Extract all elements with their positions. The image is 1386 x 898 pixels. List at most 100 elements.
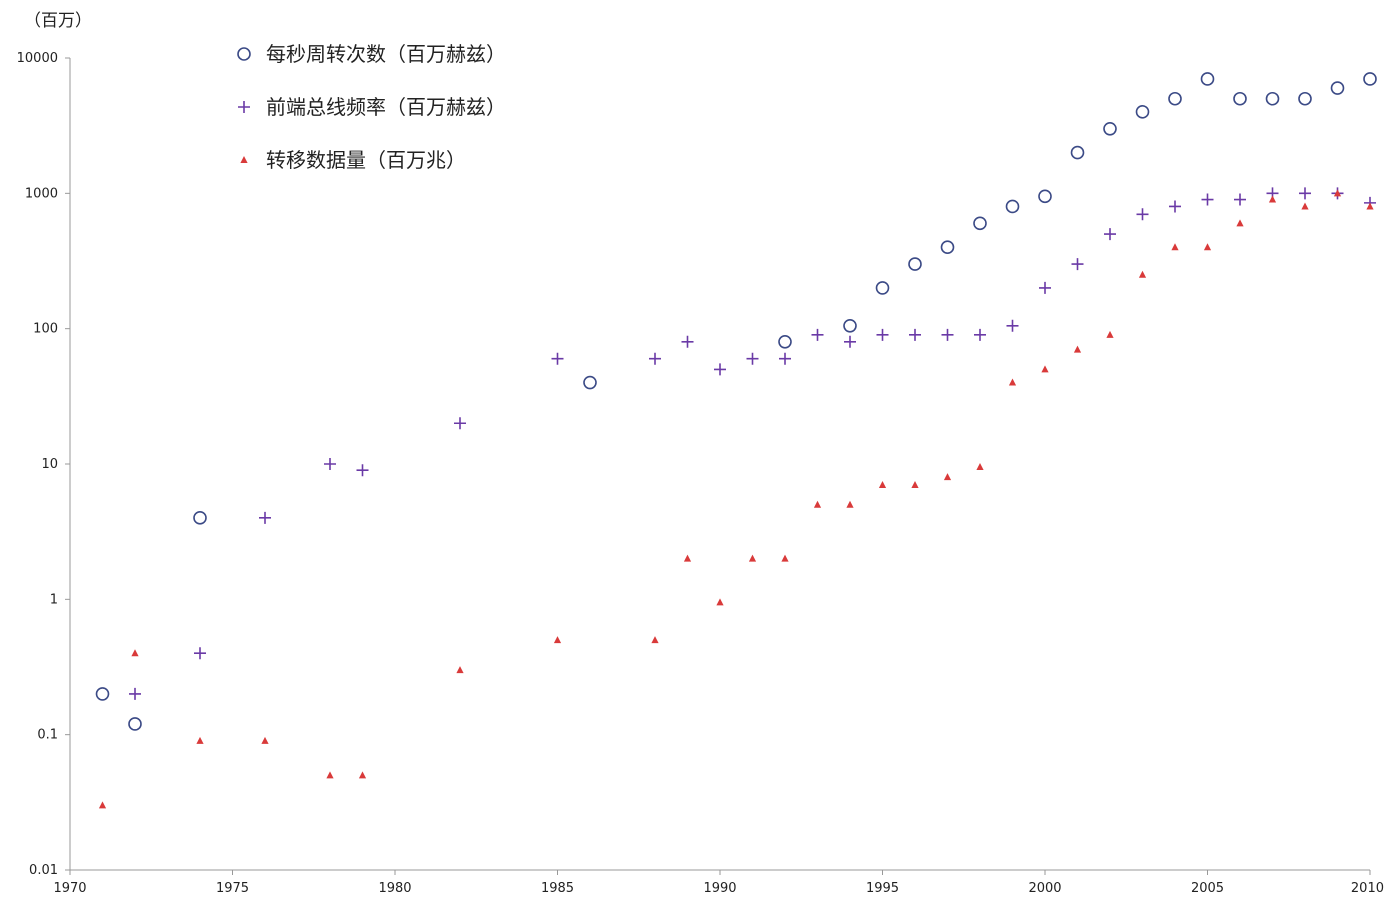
data-point-triangle bbox=[1268, 195, 1277, 203]
data-point-plus bbox=[454, 417, 466, 430]
data-point-triangle bbox=[976, 463, 984, 471]
data-point-triangle bbox=[1203, 243, 1212, 251]
data-point-plus bbox=[129, 687, 141, 700]
data-point-circle bbox=[1200, 72, 1215, 86]
data-points bbox=[95, 72, 1377, 809]
data-point-triangle bbox=[1138, 270, 1147, 278]
data-point-circle bbox=[193, 511, 207, 525]
x-tick-label: 1975 bbox=[216, 881, 249, 896]
data-point-plus bbox=[811, 328, 824, 341]
data-point-triangle bbox=[196, 736, 204, 744]
x-tick-label: 1980 bbox=[378, 881, 411, 896]
data-point-triangle bbox=[651, 636, 659, 644]
data-point-triangle bbox=[1106, 330, 1114, 338]
data-point-plus bbox=[1104, 228, 1116, 241]
y-tick-label: 10000 bbox=[17, 51, 58, 66]
data-point-plus bbox=[551, 352, 564, 365]
data-point-triangle bbox=[553, 636, 562, 644]
data-point-circle bbox=[1005, 199, 1020, 214]
legend-marker-circle bbox=[237, 47, 251, 61]
data-point-triangle bbox=[683, 554, 692, 562]
data-point-plus bbox=[1299, 187, 1311, 200]
data-point-plus bbox=[779, 352, 791, 365]
data-point-plus bbox=[1136, 208, 1149, 221]
data-point-plus bbox=[1071, 258, 1084, 271]
data-point-circle bbox=[875, 281, 890, 295]
data-point-plus bbox=[324, 458, 336, 470]
data-point-triangle bbox=[98, 801, 107, 809]
data-point-plus bbox=[1169, 200, 1181, 213]
data-point-triangle bbox=[1366, 202, 1374, 210]
data-point-triangle bbox=[1333, 189, 1342, 197]
data-point-circle bbox=[973, 216, 987, 231]
legend-label: 每秒周转次数（百万赫兹） bbox=[266, 42, 506, 66]
data-point-triangle bbox=[878, 480, 887, 488]
data-point-triangle bbox=[716, 598, 724, 606]
data-point-circle bbox=[1363, 72, 1377, 86]
data-point-plus bbox=[876, 328, 889, 341]
data-point-plus bbox=[649, 352, 661, 365]
data-point-circle bbox=[583, 375, 597, 390]
data-point-circle bbox=[1298, 91, 1312, 106]
y-tick-label: 10 bbox=[41, 457, 58, 472]
data-point-triangle bbox=[911, 480, 919, 488]
data-point-circle bbox=[95, 687, 110, 701]
data-point-circle bbox=[1070, 145, 1085, 160]
data-point-triangle bbox=[1008, 378, 1017, 386]
data-point-triangle bbox=[1236, 219, 1244, 227]
data-point-triangle bbox=[748, 554, 757, 562]
data-point-triangle bbox=[358, 771, 367, 779]
legend-marker-triangle bbox=[240, 156, 248, 163]
data-point-plus bbox=[844, 335, 856, 348]
legend-label: 转移数据量（百万兆） bbox=[266, 148, 466, 172]
data-point-plus bbox=[1201, 193, 1214, 206]
data-point-plus bbox=[746, 352, 759, 365]
data-point-plus bbox=[1006, 319, 1019, 332]
data-point-circle bbox=[1233, 91, 1247, 106]
x-tick-label: 2000 bbox=[1028, 881, 1061, 896]
data-point-circle bbox=[1168, 91, 1182, 106]
x-tick-label: 1995 bbox=[866, 881, 899, 896]
data-point-plus bbox=[714, 363, 726, 376]
data-point-circle bbox=[908, 257, 922, 271]
data-point-circle bbox=[1038, 189, 1052, 204]
x-tick-label: 2010 bbox=[1351, 881, 1384, 896]
y-tick-label: 0.1 bbox=[37, 728, 58, 743]
legend: 每秒周转次数（百万赫兹） 前端总线频率（百万赫兹） 转移数据量（百万兆） bbox=[237, 42, 506, 172]
x-tick-label: 1970 bbox=[53, 881, 86, 896]
data-point-triangle bbox=[1301, 202, 1309, 210]
data-point-triangle bbox=[1041, 365, 1049, 373]
data-point-circle bbox=[1265, 91, 1280, 106]
data-point-triangle bbox=[846, 500, 854, 508]
data-point-plus bbox=[909, 328, 921, 341]
data-point-triangle bbox=[781, 554, 789, 562]
legend-label: 前端总线频率（百万赫兹） bbox=[266, 95, 506, 119]
data-point-circle bbox=[1135, 105, 1150, 119]
data-point-circle bbox=[128, 717, 142, 731]
y-tick-label: 100 bbox=[33, 322, 58, 337]
x-axis-ticks: 1970 1975 1980 1985 1990 1995 2000 2005 2010 bbox=[53, 870, 1384, 896]
data-point-triangle bbox=[1073, 345, 1082, 353]
data-point-triangle bbox=[261, 736, 269, 744]
y-tick-label: 0.01 bbox=[29, 863, 58, 878]
data-point-triangle bbox=[456, 666, 464, 674]
data-point-triangle bbox=[1171, 243, 1179, 251]
data-point-plus bbox=[681, 335, 694, 348]
data-point-circle bbox=[940, 240, 955, 254]
x-tick-label: 1990 bbox=[703, 881, 736, 896]
data-point-circle bbox=[843, 318, 857, 333]
y-tick-label: 1000 bbox=[25, 186, 58, 201]
data-point-plus bbox=[941, 328, 954, 341]
data-point-triangle bbox=[813, 500, 822, 508]
data-point-plus bbox=[356, 464, 369, 477]
data-point-plus bbox=[1039, 281, 1051, 294]
legend-marker-plus bbox=[238, 101, 250, 113]
data-point-circle bbox=[1330, 81, 1345, 95]
data-point-plus bbox=[259, 511, 271, 524]
y-axis-ticks: 0.01 0.1 1 10 100 1000 10000 bbox=[17, 51, 70, 878]
data-point-triangle bbox=[943, 473, 952, 481]
x-tick-label: 1985 bbox=[541, 881, 574, 896]
data-point-plus bbox=[194, 647, 206, 660]
data-point-plus bbox=[1234, 193, 1246, 206]
